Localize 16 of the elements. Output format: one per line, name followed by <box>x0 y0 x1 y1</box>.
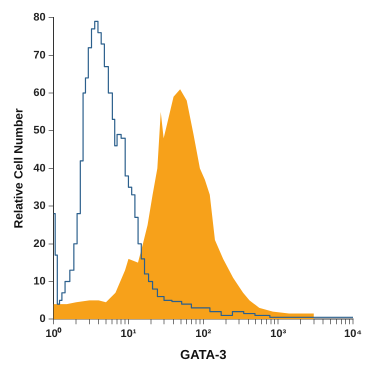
y-tick-label: 30 <box>33 200 46 212</box>
y-tick-label: 10 <box>33 276 46 288</box>
x-tick-label: 10³ <box>270 328 286 340</box>
x-tick-label: 10¹ <box>120 328 137 340</box>
y-axis-title: Relative Cell Number <box>12 108 26 228</box>
y-tick-label: 80 <box>33 12 46 24</box>
x-tick-label: 10⁴ <box>344 328 362 340</box>
y-tick-label: 60 <box>33 87 46 100</box>
y-tick-label: 20 <box>33 238 46 250</box>
x-axis-title: GATA-3 <box>180 346 227 362</box>
y-tick-label: 0 <box>40 313 46 326</box>
x-tick-label: 10² <box>195 328 212 340</box>
y-tick-label: 70 <box>33 49 46 62</box>
x-tick-label: 10⁰ <box>46 326 62 340</box>
y-tick-label: 40 <box>33 162 46 174</box>
y-tick-label: 50 <box>33 124 46 137</box>
